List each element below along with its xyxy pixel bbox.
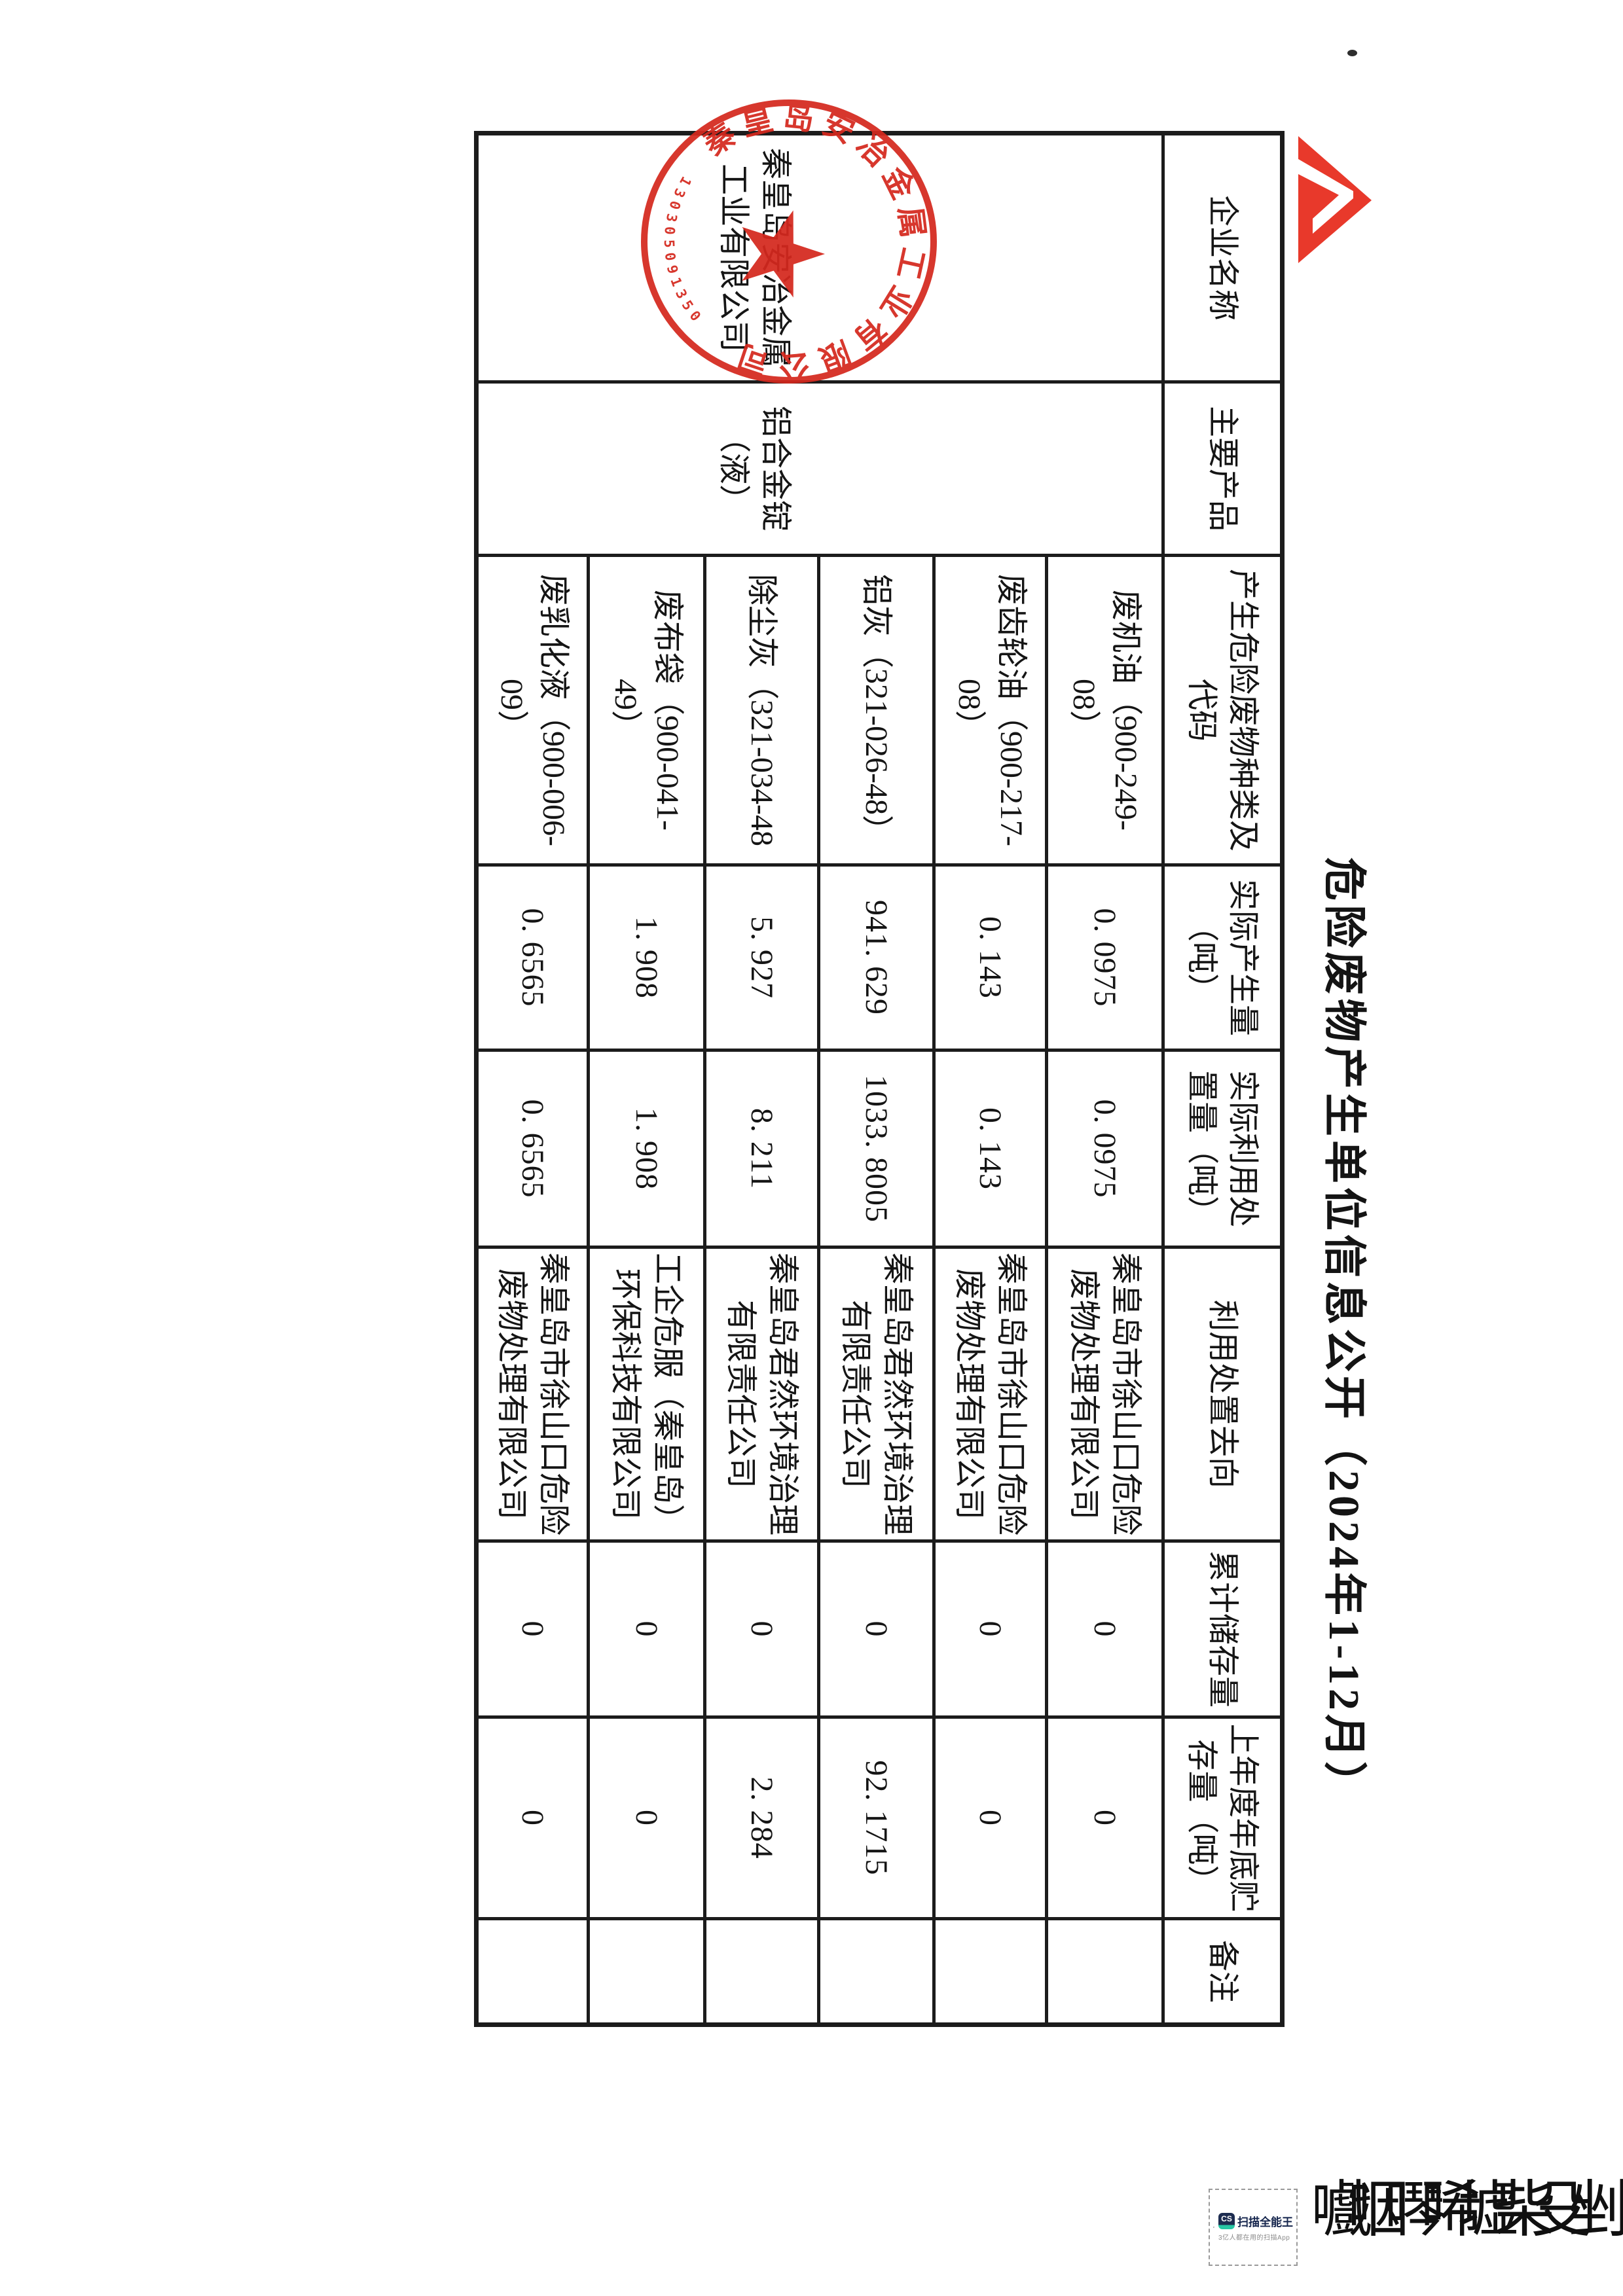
waste-cell: 除尘灰（321-034-48 [704,555,819,865]
disposed-cell: 1. 908 [588,1050,705,1247]
garbled-ocr-text: 嚱咽噖唏墟柴殳剉 [1311,2176,1623,2244]
last-year-cell: 0 [476,1717,589,1919]
cumulative-cell: 0 [934,1541,1047,1717]
remark-cell [934,1918,1047,2025]
header-disposed: 实际利用处 置量（吨） [1163,1050,1283,1247]
waste-cell: 废齿轮油（900-217- 08） [934,555,1047,865]
triangle-logo-icon [1298,136,1372,263]
produced-cell: 5. 927 [704,865,819,1050]
seal-star-icon [742,210,826,298]
last-year-cell: 0 [934,1717,1047,1919]
header-row: 企业名称 主要产品 产生危险废物种类及 代码 实际产生量 （吨） 实际利用处 置… [1163,133,1283,2025]
remark-cell [476,1918,589,2025]
cumulative-cell: 0 [704,1541,819,1717]
scan-speck [1347,50,1357,56]
destination-cell: 秦皇岛市徐山口危险 废物处理有限公司 [476,1247,589,1541]
header-remark: 备注 [1163,1918,1283,2025]
produced-cell: 0. 0975 [1046,865,1163,1050]
header-product: 主要产品 [1163,382,1283,556]
last-year-cell: 2. 284 [704,1717,819,1919]
camscanner-app-name: 扫描全能王 [1237,2216,1293,2229]
waste-cell: 废乳化液（900-006- 09） [476,555,589,865]
disposed-cell: 0. 143 [934,1050,1047,1247]
cumulative-cell: 0 [588,1541,705,1717]
cumulative-cell: 0 [476,1541,589,1717]
main-product-cell: 铝合金锭 （液） [476,382,1163,556]
last-year-cell: 0 [1046,1717,1163,1919]
cumulative-cell: 0 [1046,1541,1163,1717]
destination-cell: 秦皇岛市徐山口危险 废物处理有限公司 [1046,1247,1163,1541]
remark-cell [588,1918,705,2025]
destination-cell: 工企危服（秦皇岛） 环保科技有限公司 [588,1247,705,1541]
header-cumulative: 累计储存量 [1163,1541,1283,1717]
scanner-watermark: CS 扫描全能王 3亿人都在用的扫描App [1209,2189,1298,2266]
company-logo [1296,134,1374,265]
produced-cell: 1. 908 [588,865,705,1050]
destination-cell: 秦皇岛市徐山口危险 废物处理有限公司 [934,1247,1047,1541]
waste-cell: 废布袋（900-041- 49） [588,555,705,865]
last-year-cell: 0 [588,1717,705,1919]
table-row: 秦皇岛安冶金属 工业有限公司 铝合金锭 （液） 废机油（900-249- 08）… [476,133,1163,2025]
destination-cell: 秦皇岛君然环境治理 有限责任公司 [818,1247,934,1541]
camscanner-app-icon: CS [1218,2213,1235,2229]
last-year-cell: 92. 1715 [818,1717,934,1919]
produced-cell: 0. 6565 [476,865,589,1050]
header-produced: 实际产生量 （吨） [1163,865,1283,1050]
header-company: 企业名称 [1163,133,1283,382]
cumulative-cell: 0 [818,1541,934,1717]
disposed-cell: 1033. 8005 [818,1050,934,1247]
disposed-cell: 0. 6565 [476,1050,589,1247]
disposed-cell: 8. 211 [704,1050,819,1247]
header-waste-code: 产生危险废物种类及 代码 [1163,555,1283,865]
remark-cell [1046,1918,1163,2025]
destination-cell: 秦皇岛君然环境治理 有限责任公司 [704,1247,819,1541]
remark-cell [818,1918,934,2025]
page-title: 危险废物产生单位信息公开（2024年1-12月） [1320,857,1368,1808]
header-last-year: 上年度年底贮 存量（吨） [1163,1717,1283,1919]
header-destination: 利用处置去向 [1163,1247,1283,1541]
hazardous-waste-table: 企业名称 主要产品 产生危险废物种类及 代码 实际产生量 （吨） 实际利用处 置… [474,131,1285,2027]
remark-cell [704,1918,819,2025]
waste-cell: 废机油（900-249- 08） [1046,555,1163,865]
produced-cell: 0. 143 [934,865,1047,1050]
seal-ring [641,99,937,384]
camscanner-tagline: 3亿人都在用的扫描App [1218,2234,1290,2242]
disposed-cell: 0. 0975 [1046,1050,1163,1247]
camscanner-badge: CS 扫描全能王 3亿人都在用的扫描App [1209,2189,1298,2266]
qr-code-icon [1213,2227,1214,2228]
produced-cell: 941. 629 [818,865,934,1050]
waste-cell: 铝灰（321-026-48） [818,555,934,865]
company-seal: 秦皇岛安冶金属工业有限公司 1303050913506 [634,94,937,384]
